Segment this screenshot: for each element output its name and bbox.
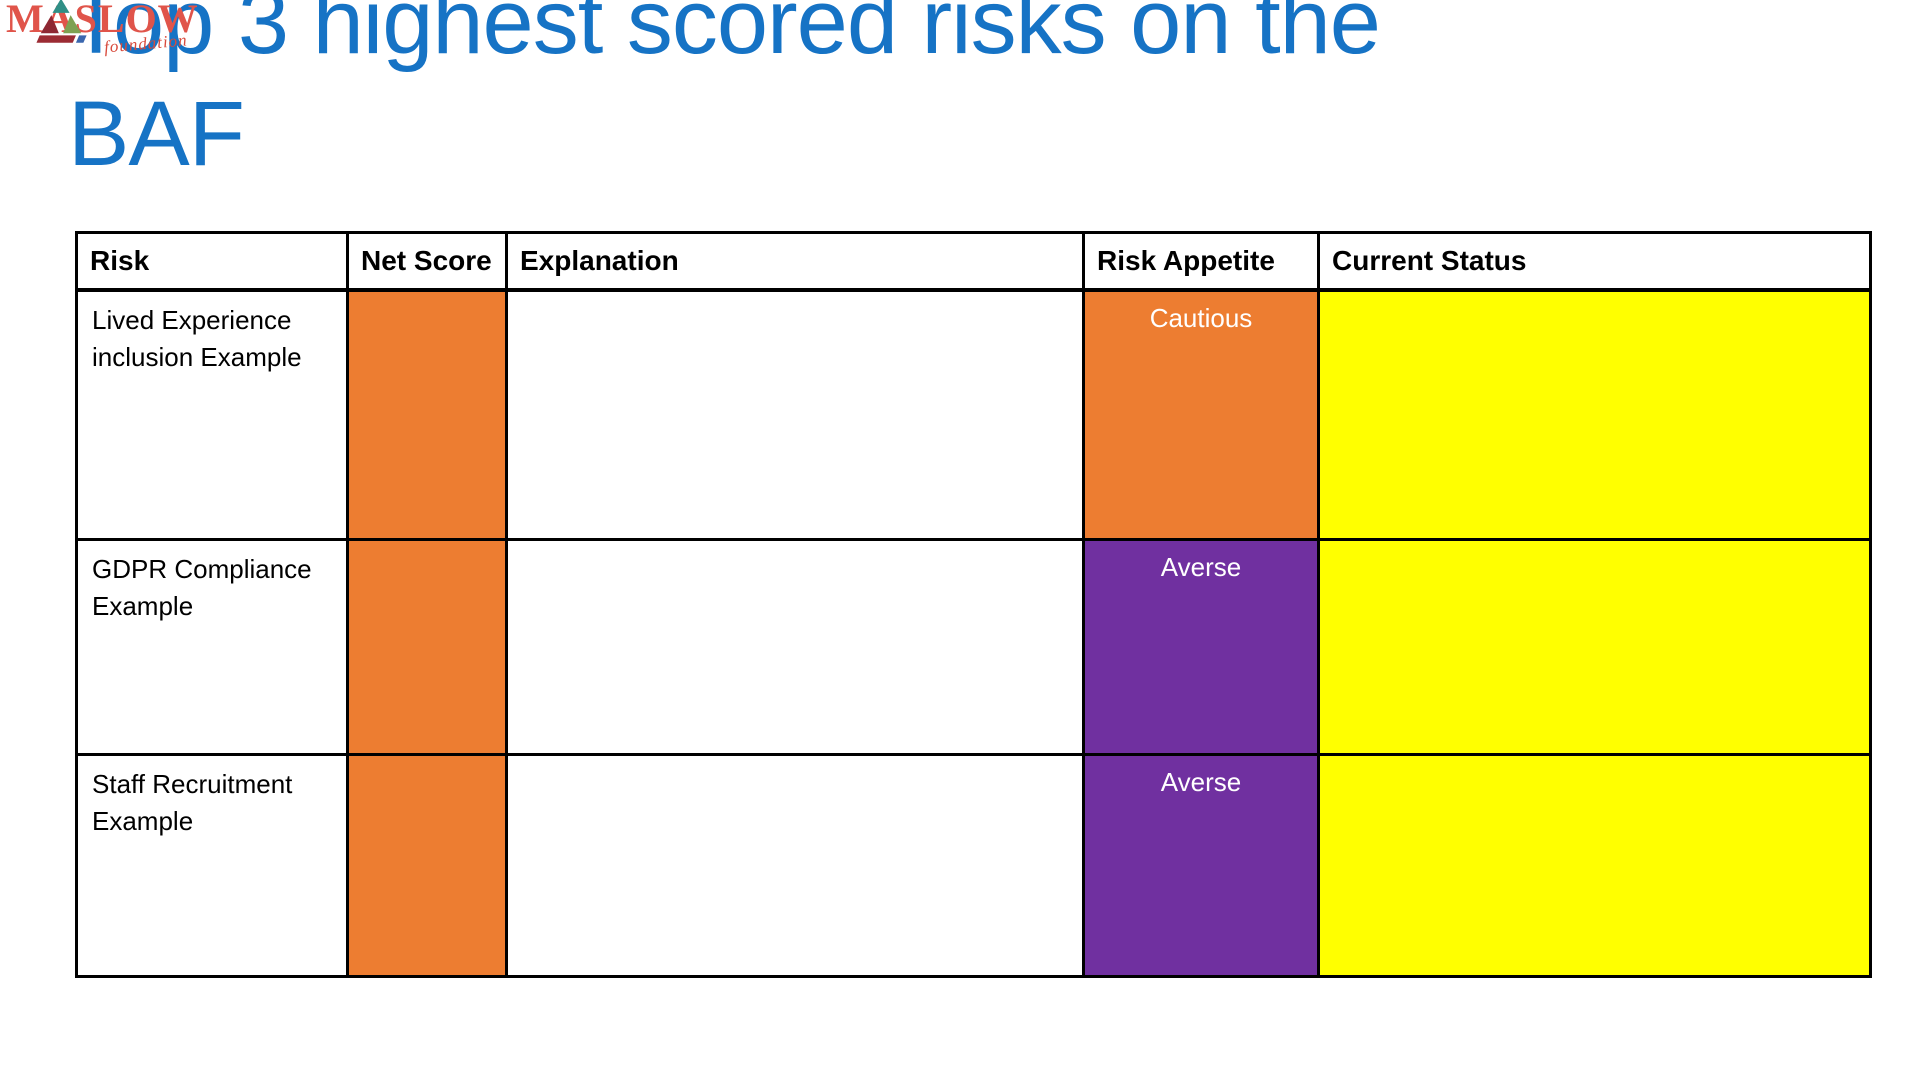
maslow-wordmark: MASLOW [6,0,199,41]
header-current-status: Current Status [1317,231,1872,292]
current-status-cell [1317,753,1872,978]
explanation-cell [505,538,1085,756]
net-score-cell [346,288,508,541]
risk-name-cell: GDPR Compliance Example [75,538,349,756]
table-row: GDPR Compliance Example Averse [75,538,1872,756]
net-score-cell [346,753,508,978]
header-risk-appetite: Risk Appetite [1082,231,1320,292]
page-title: Top 3 highest scored risks on the BAF [68,0,1708,190]
header-risk: Risk [75,231,349,292]
page-title-line-2: BAF [68,83,245,185]
page-title-line-1: Top 3 highest scored risks on the [68,0,1381,73]
risk-name-cell: Lived Experience inclusion Example [75,288,349,541]
net-score-cell [346,538,508,756]
risk-appetite-cell: Averse [1082,753,1320,978]
current-status-cell [1317,288,1872,541]
header-net-score: Net Score [346,231,508,292]
risk-appetite-cell: Cautious [1082,288,1320,541]
table-header-row: Risk Net Score Explanation Risk Appetite… [75,231,1872,292]
risk-name-cell: Staff Recruitment Example [75,753,349,978]
explanation-cell [505,288,1085,541]
maslow-foundation-logo: MASLOW foundation [6,0,236,67]
risk-table: Risk Net Score Explanation Risk Appetite… [75,231,1872,978]
header-explanation: Explanation [505,231,1085,292]
explanation-cell [505,753,1085,978]
current-status-cell [1317,538,1872,756]
table-row: Lived Experience inclusion Example Cauti… [75,288,1872,541]
table-row: Staff Recruitment Example Averse [75,753,1872,978]
maslow-triangle-icon [36,0,87,43]
risk-appetite-cell: Averse [1082,538,1320,756]
